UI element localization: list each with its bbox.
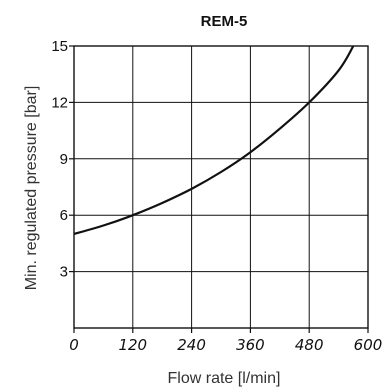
x-tick-label: 360 xyxy=(236,336,265,354)
gridlines xyxy=(74,46,368,328)
y-tick-label: 3 xyxy=(60,264,68,281)
y-tick-labels: 3 6 9 12 15 xyxy=(51,38,68,281)
y-tick-label: 9 xyxy=(60,151,68,168)
y-tick-label: 6 xyxy=(60,207,68,224)
x-tick-label: 0 xyxy=(69,336,79,354)
x-tick-label: 120 xyxy=(118,336,147,354)
axis-ticks xyxy=(69,45,369,333)
x-tick-label: 480 xyxy=(295,336,324,354)
y-axis-label: Min. regulated pressure [bar] xyxy=(23,86,40,291)
x-tick-labels: 0 120 240 360 480 600 xyxy=(69,336,382,354)
x-axis-label: Flow rate [l/min] xyxy=(168,370,281,387)
y-tick-label: 12 xyxy=(51,94,68,111)
series-line xyxy=(73,45,355,236)
chart-title: REM-5 xyxy=(201,13,248,30)
plot-frame xyxy=(73,45,369,329)
x-tick-label: 600 xyxy=(354,336,383,354)
y-tick-label: 15 xyxy=(51,38,68,55)
x-tick-label: 240 xyxy=(177,336,206,354)
